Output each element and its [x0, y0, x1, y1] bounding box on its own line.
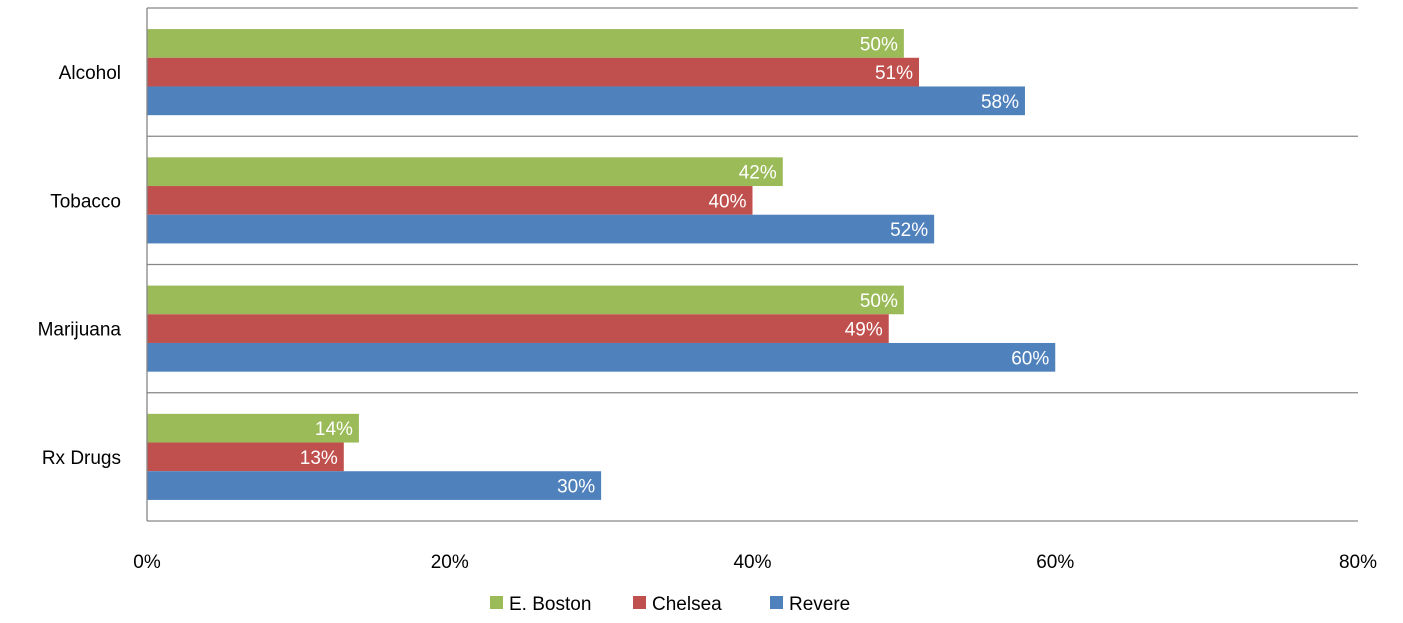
data-label: 50%	[860, 291, 898, 312]
bar-revere-marijuana	[147, 342, 1056, 372]
x-tick-label: 60%	[1036, 552, 1074, 573]
data-label: 40%	[708, 191, 746, 212]
bar-chelsea-tobacco	[147, 186, 753, 215]
bar-e-boston-rx-drugs	[147, 413, 359, 443]
data-label: 60%	[1011, 348, 1049, 369]
legend-label: Revere	[789, 594, 850, 615]
bar-chelsea-alcohol	[147, 57, 920, 87]
data-label: 50%	[860, 34, 898, 55]
legend-swatch-chelsea	[633, 596, 646, 609]
y-tick-label: Tobacco	[50, 191, 121, 212]
data-label: 49%	[845, 320, 883, 341]
bar-chelsea-rx-drugs	[147, 442, 344, 472]
bar-e-boston-alcohol	[147, 29, 904, 58]
data-label: 51%	[875, 63, 913, 84]
legend-swatch-e-boston	[490, 596, 503, 609]
x-tick-label: 0%	[133, 552, 161, 573]
data-label: 14%	[315, 419, 353, 440]
y-tick-label: Alcohol	[59, 63, 121, 84]
bars-layer	[147, 29, 1056, 500]
data-label: 30%	[557, 477, 595, 498]
data-label: 58%	[981, 92, 1019, 113]
legend: E. Boston Chelsea Revere	[490, 594, 850, 615]
x-tick-label: 20%	[431, 552, 469, 573]
bar-revere-alcohol	[147, 86, 1025, 116]
bar-e-boston-marijuana	[147, 285, 904, 315]
legend-swatch-revere	[770, 596, 783, 609]
x-tick-label: 40%	[733, 552, 771, 573]
data-label: 13%	[300, 448, 338, 469]
bar-revere-tobacco	[147, 214, 935, 244]
bar-revere-rx-drugs	[147, 471, 602, 500]
data-label: 52%	[890, 220, 928, 241]
grid-layer	[147, 135, 1358, 394]
x-tick-label: 80%	[1339, 552, 1377, 573]
bar-chelsea-marijuana	[147, 314, 889, 343]
bar-e-boston-tobacco	[147, 157, 783, 187]
legend-label: Chelsea	[652, 594, 722, 615]
data-label: 42%	[739, 163, 777, 184]
y-tick-label: Marijuana	[38, 320, 122, 341]
data-labels-layer: 50% 51% 58% 42% 40% 52% 50% 49% 60% 14% 13% 30%	[300, 34, 1050, 497]
y-tick-label: Rx Drugs	[42, 448, 121, 469]
axes-layer: Alcohol Tobacco Marijuana Rx Drugs 0% 20% 40% 6…	[38, 7, 1377, 573]
legend-label: E. Boston	[509, 594, 591, 615]
